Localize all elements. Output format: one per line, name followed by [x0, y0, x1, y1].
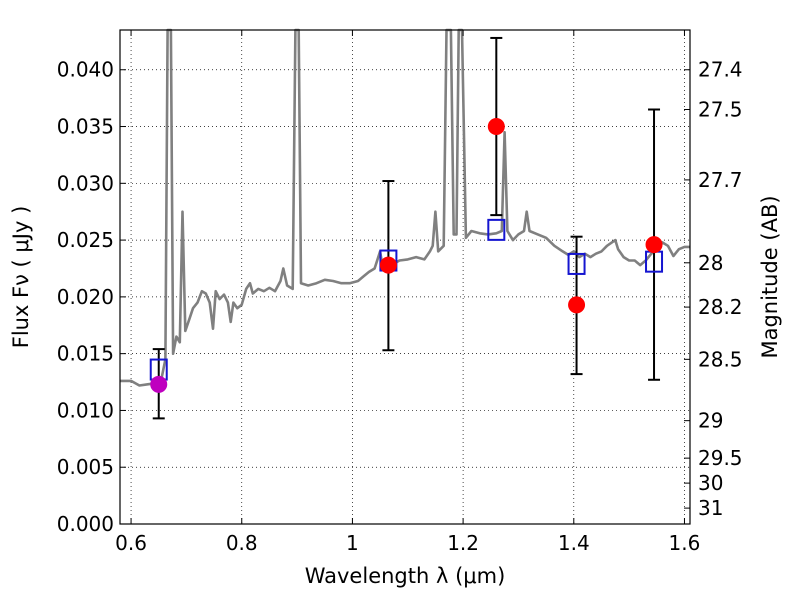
- observed-points: [150, 118, 663, 393]
- right-tick-label: 29.5: [698, 446, 743, 470]
- x-tick-label: 1.4: [558, 531, 590, 555]
- data-point: [379, 256, 397, 274]
- right-tick-label: 30: [698, 471, 723, 495]
- x-tick-label: 1.6: [669, 531, 701, 555]
- data-point: [487, 118, 505, 136]
- x-tick-label: 0.6: [115, 531, 147, 555]
- spectrum-line: [120, 28, 690, 387]
- x-tick-label: 1.2: [447, 531, 479, 555]
- y-tick-label: 0.015: [57, 342, 114, 366]
- x-tick-label: 1: [346, 531, 359, 555]
- data-point: [150, 375, 168, 393]
- right-tick-label: 28.2: [698, 295, 743, 319]
- y-tick-label: 0.020: [57, 285, 114, 309]
- model-square: [567, 252, 586, 275]
- right-tick-label: 28: [698, 251, 723, 275]
- y-axis-label: Flux Fν ( μJy ): [9, 206, 33, 349]
- y-tick-label: 0.010: [57, 398, 114, 422]
- plot-frame: [119, 29, 691, 525]
- y-tick-label: 0.035: [57, 115, 114, 139]
- y-tick-label: 0.040: [57, 58, 114, 82]
- data-point: [645, 236, 663, 254]
- y-tick-label: 0.025: [57, 228, 114, 252]
- right-axis-label: Magnitude (AB): [758, 195, 782, 358]
- right-tick-label: 29: [698, 409, 723, 433]
- y-tick-label: 0.030: [57, 171, 114, 195]
- x-axis-label: Wavelength λ (μm): [305, 564, 506, 588]
- error-bars: [152, 36, 661, 420]
- right-tick-label: 28.5: [698, 347, 743, 371]
- right-tick-label: 31: [698, 496, 723, 520]
- data-point: [568, 296, 586, 314]
- right-tick-label: 27.7: [698, 168, 743, 192]
- right-tick-label: 27.5: [698, 97, 743, 121]
- spectrum-series: [120, 28, 690, 387]
- y-tick-label: 0.005: [57, 455, 114, 479]
- y-tick-label: 0.000: [57, 512, 114, 536]
- axis-ticks: 0.6 0.8 1 1.2 1.4 1.6 0.000 0.005 0.010 0.015 0.02…: [57, 30, 743, 555]
- x-tick-label: 0.8: [226, 531, 258, 555]
- grid-lines: [120, 30, 690, 525]
- model-square: [487, 218, 506, 241]
- right-tick-label: 27.4: [698, 58, 743, 82]
